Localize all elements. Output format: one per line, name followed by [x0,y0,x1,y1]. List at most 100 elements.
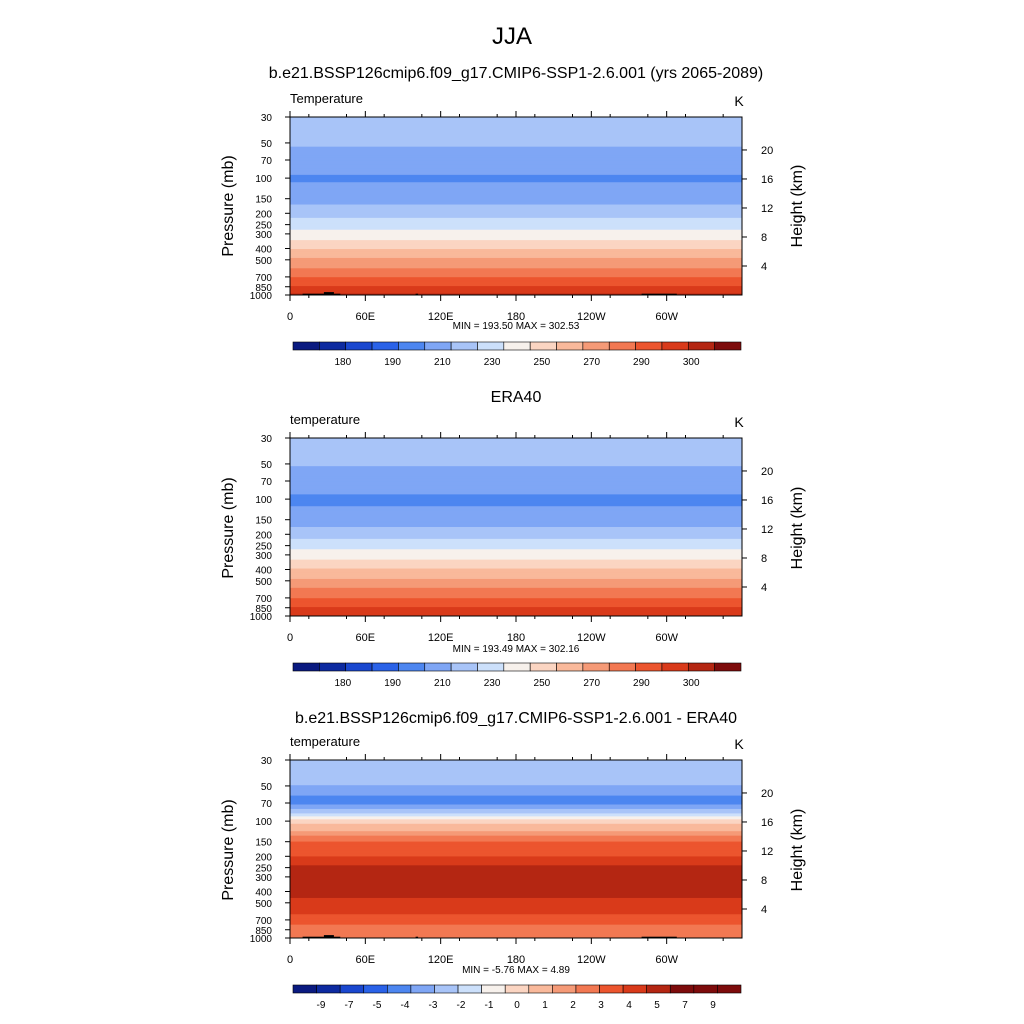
contour-band [290,834,742,837]
contour-band [290,899,742,902]
contour-band [290,531,742,534]
colorbar-box [556,662,584,672]
contour-band [290,171,742,174]
contour-band [290,568,742,571]
contour-band [290,167,742,170]
contour-band [290,791,742,794]
contour-band [290,204,742,207]
contour-band [290,229,742,232]
contour-band [290,792,742,795]
topography-block [415,936,419,938]
contour-band [290,284,742,287]
colorbar-box [371,662,399,672]
colorbar-label: 290 [633,678,650,689]
y-tick-label: 50 [261,782,273,793]
contour-band [290,572,742,576]
contour-band [290,483,742,487]
contour-band [290,503,742,506]
colorbar-box [477,662,505,672]
contour-band [290,823,742,826]
colorbar-label: 1 [542,1000,548,1011]
contour-band [290,176,742,179]
x-tick-label: 0 [287,311,293,323]
colorbar-box [717,984,742,994]
panel-difference: b.e21.BSSP126cmip6.f09_g17.CMIP6-SSP1-2.… [220,710,806,1011]
contour-band [290,866,742,869]
contour-band [290,506,742,509]
variable-label: temperature [290,734,360,749]
x-tick-label: 60W [655,632,678,644]
colorbar-label: -4 [401,1000,410,1011]
colorbar: 180 190 210 230 250 270 290 300 [292,662,742,689]
contour-band [290,145,742,148]
contour-band [290,516,742,519]
colorbar-box [687,662,715,672]
contour-band [290,553,742,556]
contour-band [290,610,742,613]
contour-band [290,558,742,561]
y2-tick-label: 12 [761,846,773,858]
contour-band [290,927,742,930]
contour-band [290,556,742,559]
contour-band [290,246,742,249]
contour-band [290,164,742,167]
y2-tick-label: 20 [761,788,773,800]
contour-band [290,816,742,819]
contour-band [290,208,742,212]
contour-band [290,822,742,825]
contour-band [290,133,742,136]
contour-band [290,280,742,283]
contour-band [290,140,742,143]
y-tick-label: 250 [255,542,272,553]
contour-band [290,567,742,570]
contour-band [290,525,742,528]
colorbar-box [714,662,742,672]
x-tick-label: 60E [356,954,376,966]
colorbar-box [424,662,452,672]
contour-band [290,168,742,171]
contour-band [290,819,742,822]
colorbar-label: 290 [633,357,650,368]
contour-band [290,782,742,785]
contour-band [290,774,742,777]
contour-band [290,849,742,852]
contour-band [290,789,742,792]
x-tick-label: 120W [577,954,606,966]
y-tick-label: 500 [255,899,272,910]
contour-band [290,173,742,176]
contour-band [290,795,742,798]
contour-band [290,549,742,552]
contour-band [290,119,742,123]
topography-block [302,936,341,938]
colorbar-label: 300 [683,678,700,689]
y-axis-label: Pressure (mb) [220,799,237,900]
contour-band [290,856,742,859]
contour-band [290,268,742,271]
topography [302,935,677,938]
contour-band [290,868,742,871]
contour-band [290,840,742,843]
contour-band [290,231,742,234]
y-tick-label: 500 [255,577,272,588]
contour-band [290,501,742,504]
y-tick-label: 70 [261,799,273,810]
y-tick-label: 300 [255,873,272,884]
contour-band [290,207,742,210]
y-tick-label: 50 [261,460,273,471]
panel-obs: ERA40 temperature K Pressure (mb) Height… [220,389,806,689]
contour-band [290,472,742,475]
contour-band [290,893,742,896]
contour-band [290,930,742,933]
variable-label: Temperature [290,91,363,106]
y-tick-label: 1000 [250,612,273,623]
contour-band [290,878,742,881]
y2-tick-label: 4 [761,261,767,273]
topography-block [641,936,677,938]
contour-band [290,794,742,797]
y-tick-label: 100 [255,174,272,185]
contour-band [290,228,742,231]
colorbar-label: -9 [317,1000,326,1011]
contour-band [290,785,742,788]
